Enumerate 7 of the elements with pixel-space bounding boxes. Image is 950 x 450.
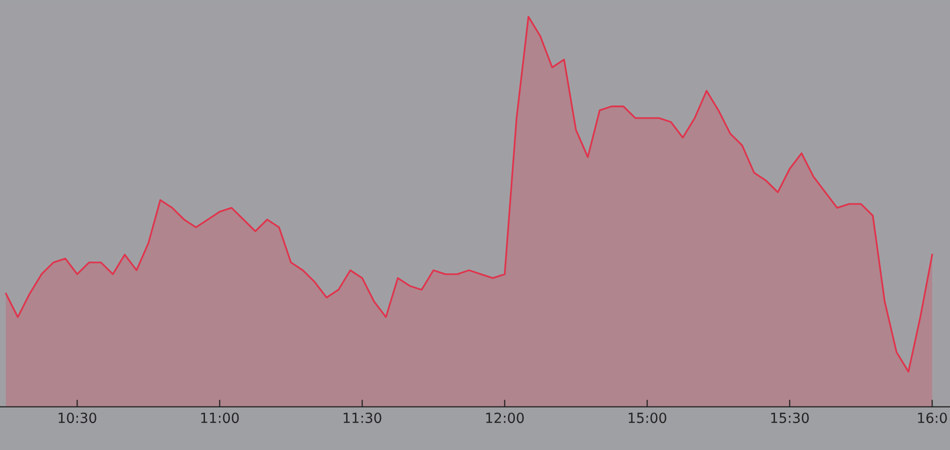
x-tick-label: 11:30 (344, 412, 382, 424)
x-tick-label: 15:30 (771, 412, 809, 424)
x-tick-label: 10:30 (58, 412, 96, 424)
x-tick-label: 16:0 (918, 412, 947, 424)
x-tick-label: 11:00 (201, 412, 239, 424)
x-tick-label: 15:00 (628, 412, 666, 424)
x-tick-label: 12:00 (486, 412, 524, 424)
